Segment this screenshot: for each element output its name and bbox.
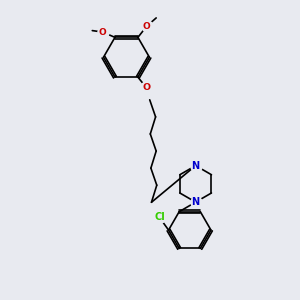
Text: N: N [192,160,200,171]
Text: O: O [99,28,106,37]
Text: N: N [192,197,200,207]
Text: O: O [143,22,151,31]
Text: O: O [142,83,150,92]
Text: Cl: Cl [154,212,165,222]
